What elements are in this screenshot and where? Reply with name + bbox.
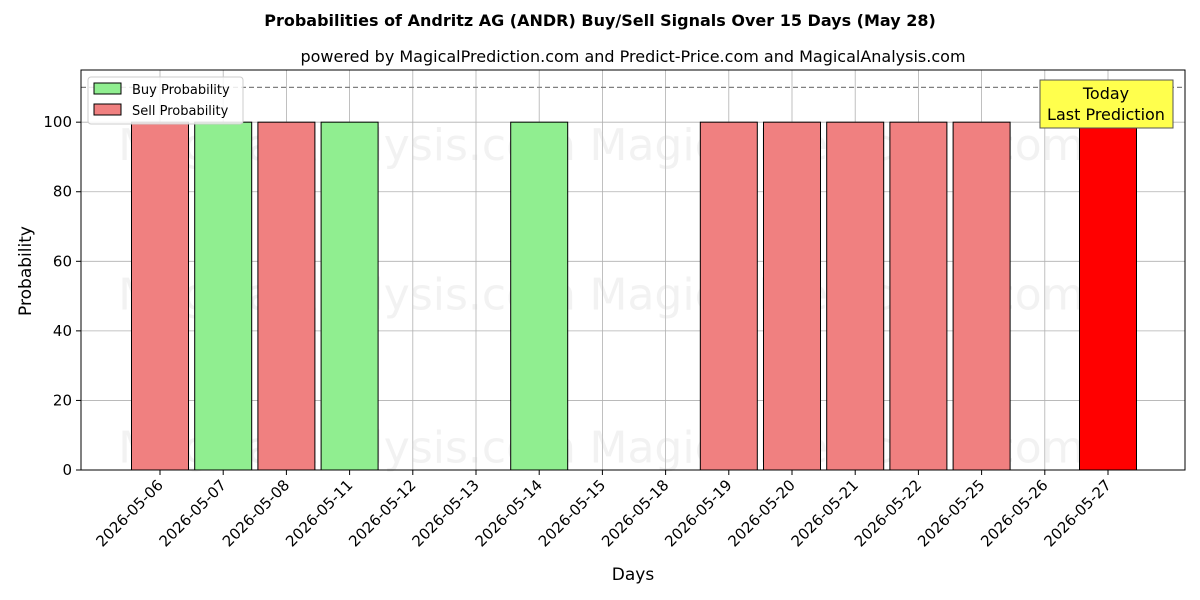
bar-series-0-2026-05-14 bbox=[510, 121, 569, 471]
legend-swatch bbox=[93, 82, 122, 95]
y-tick-label: 60 bbox=[53, 252, 72, 270]
bar-series-0-2026-05-11 bbox=[320, 121, 379, 471]
bar-series-1-2026-05-06 bbox=[131, 121, 189, 471]
annotation-line: Today bbox=[1082, 84, 1129, 103]
y-tick-label: 40 bbox=[53, 322, 72, 340]
bar-series-1-2026-05-20 bbox=[763, 121, 821, 471]
legend-swatch bbox=[93, 103, 122, 116]
annotation-line: Last Prediction bbox=[1047, 105, 1165, 124]
bar-series-1-2026-05-22 bbox=[889, 121, 948, 471]
y-axis-label: Probability bbox=[16, 226, 36, 316]
y-tick-label: 80 bbox=[53, 183, 72, 201]
bar-series-1-2026-05-25 bbox=[952, 121, 1011, 471]
x-axis-label: Days bbox=[612, 565, 655, 585]
bars bbox=[131, 121, 1137, 471]
bar-series-0-2026-05-07 bbox=[194, 121, 253, 471]
y-tick-label: 100 bbox=[43, 113, 72, 131]
today-annotation: Today Last Prediction bbox=[1039, 79, 1174, 129]
bar-series-1-2026-05-21 bbox=[826, 121, 885, 471]
legend: Buy Probability Sell Probability bbox=[87, 76, 244, 125]
plot-frame bbox=[80, 69, 1186, 471]
bar-series-2-2026-05-27 bbox=[1079, 121, 1137, 471]
bar-series-1-2026-05-08 bbox=[257, 121, 316, 471]
legend-label: Sell Probability bbox=[132, 104, 229, 119]
y-tick-label: 20 bbox=[53, 391, 72, 409]
chart-subtitle: powered by MagicalPrediction.com and Pre… bbox=[300, 47, 965, 66]
y-tick-label: 0 bbox=[62, 461, 72, 479]
legend-box bbox=[87, 76, 244, 125]
chart-title: Probabilities of Andritz AG (ANDR) Buy/S… bbox=[264, 11, 936, 30]
y-axis: 0 20 40 60 80 100 bbox=[43, 113, 81, 479]
annotation-box bbox=[1039, 79, 1174, 129]
legend-label: Buy Probability bbox=[132, 83, 230, 98]
bar-series-1-2026-05-19 bbox=[699, 121, 758, 471]
